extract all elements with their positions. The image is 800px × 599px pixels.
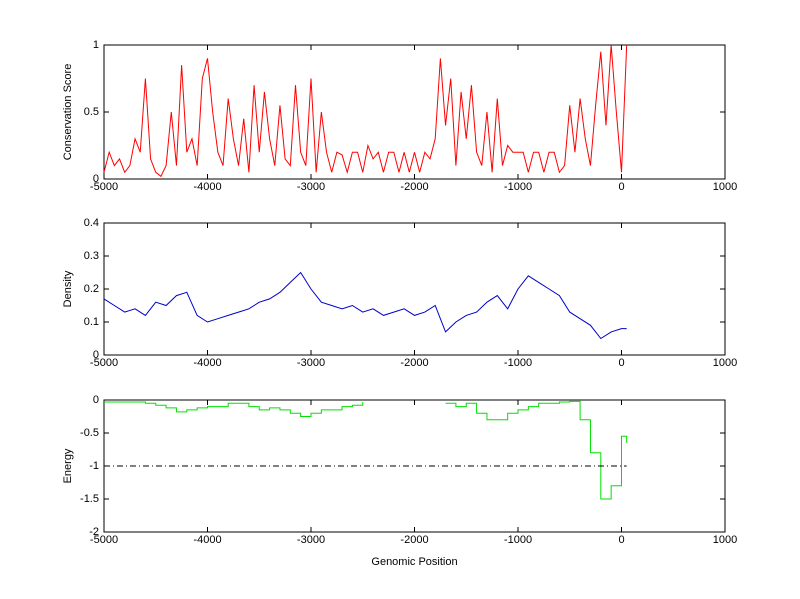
x-tick-label: 1000 — [713, 534, 737, 546]
x-tick-label: 0 — [618, 534, 624, 546]
x-tick-label: -3000 — [297, 181, 325, 193]
x-tick-label: -4000 — [193, 181, 221, 193]
x-tick-label: -2000 — [400, 534, 428, 546]
x-tick-label: 0 — [618, 181, 624, 193]
y-tick-label: 0 — [93, 394, 99, 406]
x-tick-label: -1000 — [504, 181, 532, 193]
data-line — [103, 271, 627, 340]
x-tick-label: -1000 — [504, 357, 532, 369]
y-tick-label: 1 — [93, 39, 99, 51]
x-tick-label: 1000 — [713, 181, 737, 193]
x-tick-label: -4000 — [193, 357, 221, 369]
x-tick-label: -4000 — [193, 534, 221, 546]
x-tick-label: -1000 — [504, 534, 532, 546]
data-line — [445, 400, 628, 500]
y-tick-label: 0.5 — [84, 106, 99, 118]
x-tick-label: -5000 — [90, 534, 118, 546]
axes-frame — [103, 222, 726, 356]
y-tick-label: 0.4 — [84, 217, 99, 229]
x-tick-label: -2000 — [400, 357, 428, 369]
x-tick-label: 0 — [618, 357, 624, 369]
x-tick-label: 1000 — [713, 357, 737, 369]
y-tick-label: 0.2 — [84, 283, 99, 295]
y-tick-label: 0.1 — [84, 316, 99, 328]
axes-frame — [103, 44, 726, 180]
data-line — [103, 44, 628, 178]
y-tick-label: -1.5 — [80, 493, 99, 505]
y-tick-label: -1 — [89, 460, 99, 472]
x-tick-label: -2000 — [400, 181, 428, 193]
x-tick-label: -5000 — [90, 181, 118, 193]
data-line — [104, 401, 364, 417]
y-tick-label: 0.3 — [84, 250, 99, 262]
y-tick-label: -0.5 — [80, 427, 99, 439]
y-axis-label: Energy — [62, 448, 74, 483]
y-axis-label: Conservation Score — [62, 64, 74, 161]
y-tick-label: 0 — [93, 173, 99, 185]
y-tick-label: -2 — [89, 526, 99, 538]
x-tick-label: -5000 — [90, 357, 118, 369]
y-axis-label: Density — [62, 270, 74, 307]
x-tick-label: -3000 — [297, 357, 325, 369]
x-axis-label: Genomic Position — [371, 556, 457, 568]
y-tick-label: 0 — [93, 349, 99, 361]
x-tick-label: -3000 — [297, 534, 325, 546]
